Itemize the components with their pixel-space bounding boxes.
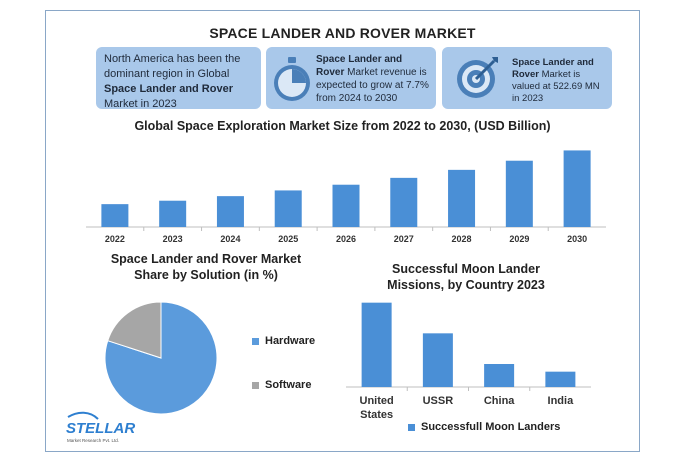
tick-label-2025: 2025	[278, 234, 298, 244]
card-text-bold: Space Lander and Rover	[316, 54, 403, 78]
card-text-post: Market in 2023	[104, 98, 177, 110]
moon-landers-chart: United States USSR China India	[346, 302, 591, 421]
bar-china	[484, 364, 515, 387]
pie-slice-hardware	[104, 301, 218, 415]
bar-2030	[563, 150, 591, 227]
bar-2028	[448, 169, 476, 227]
bar-2027	[390, 177, 418, 227]
card-text-post: Market revenue is expected to grow at 7.…	[316, 67, 429, 104]
info-card-value: Space Lander and Rover Market is valued …	[442, 47, 612, 109]
card-text-bold: Space Lander and Rover	[104, 83, 233, 95]
bar-2022	[101, 204, 129, 227]
tick-label-2030: 2030	[567, 234, 587, 244]
tick-label-2023: 2023	[163, 234, 183, 244]
legend-item-moon-landers: Successfull Moon Landers	[408, 421, 560, 433]
card-text-bold: Space Lander and Rover	[512, 57, 594, 80]
legend-item-hardware: Hardware	[252, 335, 315, 347]
bar-united-states	[361, 302, 392, 387]
infographic-frame: SPACE LANDER AND ROVER MARKET North Amer…	[45, 10, 640, 452]
bar-2024	[216, 196, 244, 227]
tick-label-2029: 2029	[509, 234, 529, 244]
bar-2026	[332, 184, 360, 227]
moon-landers-chart-title: Successful Moon Lander Missions, by Coun…	[387, 262, 545, 292]
tick-label-2028: 2028	[452, 234, 472, 244]
legend-label: Hardware	[265, 335, 316, 347]
legend-swatch	[252, 381, 259, 389]
target-icon	[457, 57, 498, 98]
tick-label-2026: 2026	[336, 234, 356, 244]
bar-india	[545, 371, 576, 387]
legend-label: Software	[265, 379, 312, 391]
bar-2029	[505, 160, 533, 227]
bar-2023	[159, 200, 187, 227]
logo-name: STELLAR	[66, 420, 135, 437]
market-size-chart: 2022 2023 2024 2025 2026 2027 2028 2029 2030	[86, 150, 606, 244]
tick-label-united-states: United States	[360, 395, 394, 421]
market-size-chart-title: Global Space Exploration Market Size fro…	[134, 119, 551, 133]
tick-label-china: China	[484, 395, 515, 407]
tick-label-2024: 2024	[220, 234, 240, 244]
legend-label: Successfull Moon Landers	[421, 421, 561, 433]
legend-swatch	[408, 423, 415, 431]
page-title: SPACE LANDER AND ROVER MARKET	[209, 25, 476, 41]
share-pie-chart	[104, 301, 218, 415]
legend-item-software: Software	[252, 379, 311, 391]
info-card-growth: Space Lander and Rover Market revenue is…	[266, 47, 436, 109]
logo-mark: STELLAR Market Research Pvt. Ltd.	[66, 411, 135, 443]
tick-label-india: India	[548, 395, 575, 407]
tick-label-ussr: USSR	[423, 395, 454, 407]
stellar-logo: STELLAR Market Research Pvt. Ltd.	[64, 411, 144, 450]
card-text-pre: North America has been the dominant regi…	[104, 53, 241, 80]
bar-ussr	[422, 333, 453, 387]
bar-2025	[274, 190, 302, 227]
logo-tagline: Market Research Pvt. Ltd.	[67, 438, 119, 443]
stopwatch-icon	[274, 57, 310, 101]
legend-swatch	[252, 337, 259, 345]
tick-label-2027: 2027	[394, 234, 414, 244]
share-chart-title: Space Lander and Rover Market Share by S…	[110, 252, 302, 282]
card-text-post: Market is valued at 522.69 MN in 2023	[512, 69, 600, 104]
tick-label-2022: 2022	[105, 234, 125, 244]
info-card-region: North America has been the dominant regi…	[96, 47, 261, 110]
pie-slice-software	[107, 301, 162, 359]
